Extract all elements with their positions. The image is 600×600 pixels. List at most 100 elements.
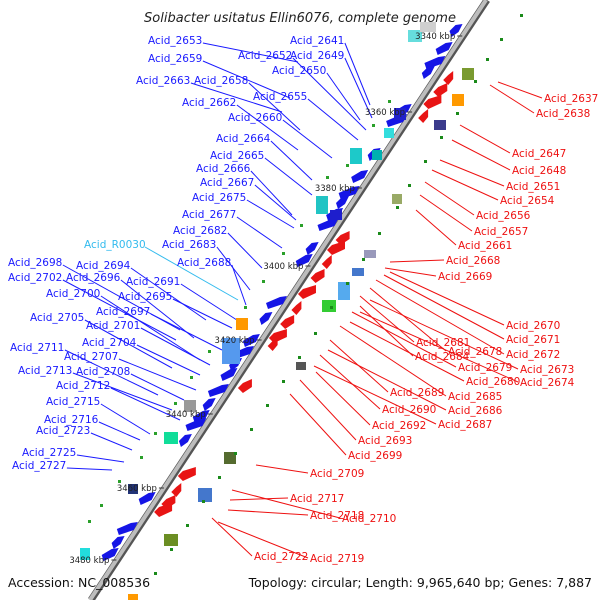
gene-label-acid_2704[interactable]: Acid_2704: [82, 337, 201, 376]
plus-gene-arrow[interactable]: [295, 254, 313, 267]
gene-label-acid_2662[interactable]: Acid_2662: [182, 97, 299, 151]
gene-label-acid_2712[interactable]: Acid_2712: [56, 380, 181, 421]
plus-gene-arrow[interactable]: [220, 368, 238, 381]
gene-label-acid_2708[interactable]: Acid_2708: [76, 366, 185, 401]
gene-label-acid_2664[interactable]: Acid_2664: [216, 133, 313, 181]
minus-gene-arrow[interactable]: [177, 467, 196, 481]
gene-label-acid_2725[interactable]: Acid_2725: [22, 447, 125, 463]
gene-label-acid_2673[interactable]: Acid_2673: [369, 299, 574, 376]
feature-block[interactable]: [434, 120, 446, 130]
plus-gene-arrow[interactable]: [424, 56, 446, 69]
plus-gene-arrow[interactable]: [351, 170, 369, 183]
gene-label-acid_2707[interactable]: Acid_2707: [64, 351, 197, 391]
feature-block[interactable]: [420, 22, 436, 32]
plus-gene-arrow[interactable]: [111, 536, 125, 549]
minus-gene-arrow[interactable]: [154, 503, 173, 517]
plus-gene-arrow[interactable]: [421, 66, 435, 79]
minus-gene-arrow[interactable]: [171, 483, 182, 497]
gene-label-acid_2718[interactable]: Acid_2718: [227, 509, 364, 522]
plus-gene-arrow[interactable]: [242, 334, 260, 347]
gene-label-acid_r0030[interactable]: Acid_R0030: [84, 239, 239, 301]
gene-label-acid_2691[interactable]: Acid_2691: [126, 276, 241, 323]
gene-label-acid_2710[interactable]: Acid_2710: [231, 489, 396, 525]
feature-block[interactable]: [408, 30, 422, 42]
feature-block[interactable]: [394, 108, 406, 120]
gene-label-acid_2655[interactable]: Acid_2655: [253, 91, 359, 141]
gene-label-acid_2685[interactable]: Acid_2685: [339, 325, 502, 403]
gene-label-acid_2705[interactable]: Acid_2705: [30, 312, 173, 369]
gene-label-acid_2656[interactable]: Acid_2656: [424, 181, 531, 222]
feature-block[interactable]: [392, 194, 402, 204]
gene-label-acid_2682[interactable]: Acid_2682: [173, 225, 263, 269]
minus-gene-arrow[interactable]: [237, 379, 252, 393]
feature-block[interactable]: [462, 68, 474, 80]
gene-label-acid_2695[interactable]: Acid_2695: [118, 291, 233, 329]
feature-block[interactable]: [80, 548, 90, 560]
feature-block[interactable]: [352, 268, 364, 276]
gene-label-acid_2659[interactable]: Acid_2659: [148, 53, 291, 99]
gene-label-acid_2690[interactable]: Acid_2690: [319, 354, 436, 416]
plus-gene-arrow[interactable]: [449, 24, 463, 37]
feature-block[interactable]: [184, 400, 196, 412]
plus-gene-arrow[interactable]: [192, 410, 210, 423]
gene-label-acid_2697[interactable]: Acid_2697: [96, 306, 223, 351]
gene-label-acid_2665[interactable]: Acid_2665: [210, 150, 313, 196]
gene-label-acid_2686[interactable]: Acid_2686: [327, 349, 503, 417]
minus-gene-arrow[interactable]: [418, 109, 429, 123]
gene-label-acid_2684[interactable]: Acid_2684: [359, 305, 470, 363]
gene-label-acid_2723[interactable]: Acid_2723: [36, 425, 133, 451]
gene-label-acid_2680[interactable]: Acid_2680: [349, 321, 520, 388]
minus-gene-arrow[interactable]: [291, 301, 302, 315]
feature-block[interactable]: [224, 452, 236, 464]
gene-label-acid_2709[interactable]: Acid_2709: [255, 464, 364, 480]
gene-label-acid_2727[interactable]: Acid_2727: [12, 460, 113, 472]
feature-block[interactable]: [384, 128, 394, 138]
gene-label-acid_2653[interactable]: Acid_2653: [148, 35, 299, 63]
feature-block[interactable]: [350, 148, 362, 164]
feature-block[interactable]: [236, 318, 248, 330]
plus-gene-arrow[interactable]: [338, 186, 360, 199]
gene-label-acid_2671[interactable]: Acid_2671: [383, 274, 560, 346]
gene-label-acid_2670[interactable]: Acid_2670: [389, 271, 560, 332]
gene-label-acid_2672[interactable]: Acid_2672: [375, 279, 560, 361]
feature-block[interactable]: [364, 250, 376, 258]
gene-label-acid_2711[interactable]: Acid_2711: [10, 342, 159, 396]
plus-gene-arrow[interactable]: [266, 296, 287, 309]
gene-label-acid_2713[interactable]: Acid_2713: [18, 365, 173, 411]
minus-gene-arrow[interactable]: [310, 269, 325, 283]
feature-block[interactable]: [372, 150, 382, 160]
gene-label-acid_2666[interactable]: Acid_2666: [196, 163, 293, 216]
gene-label-acid_2679[interactable]: Acid_2679: [351, 311, 512, 374]
gene-label-acid_2669[interactable]: Acid_2669: [384, 267, 492, 283]
minus-gene-arrow[interactable]: [267, 337, 278, 351]
plus-gene-arrow[interactable]: [185, 418, 207, 431]
gene-label-acid_2702[interactable]: Acid_2702: [8, 272, 177, 341]
minus-gene-arrow[interactable]: [327, 241, 345, 255]
gene-label-acid_2696[interactable]: Acid_2696: [66, 272, 195, 339]
gene-label-acid_2647[interactable]: Acid_2647: [459, 124, 566, 160]
gene-label-acid_2650[interactable]: Acid_2650: [272, 65, 361, 121]
minus-gene-arrow[interactable]: [433, 83, 448, 97]
gene-label-acid_2716[interactable]: Acid_2716: [44, 414, 141, 441]
gene-label-acid_2658[interactable]: Acid_2658: [194, 75, 301, 131]
gene-label-acid_2694[interactable]: Acid_2694: [76, 260, 207, 321]
feature-block[interactable]: [330, 210, 342, 220]
gene-label-acid_2722[interactable]: Acid_2722: [211, 517, 308, 563]
plus-gene-arrow[interactable]: [259, 312, 273, 325]
plus-gene-arrow[interactable]: [178, 434, 192, 447]
feature-block[interactable]: [338, 282, 350, 300]
gene-label-acid_2651[interactable]: Acid_2651: [439, 159, 560, 193]
minus-gene-arrow[interactable]: [280, 315, 295, 329]
plus-gene-arrow[interactable]: [435, 42, 453, 55]
feature-block[interactable]: [222, 338, 240, 364]
gene-label-acid_2638[interactable]: Acid_2638: [489, 84, 590, 120]
minus-gene-arrow[interactable]: [443, 71, 454, 85]
gene-label-acid_2681[interactable]: Acid_2681: [359, 295, 470, 349]
gene-label-acid_2717[interactable]: Acid_2717: [229, 493, 344, 505]
feature-block[interactable]: [322, 300, 336, 312]
feature-block[interactable]: [164, 432, 178, 444]
feature-block[interactable]: [296, 362, 306, 370]
plus-gene-arrow[interactable]: [336, 196, 349, 209]
gene-label-acid_2692[interactable]: Acid_2692: [315, 371, 426, 432]
gene-label-acid_2715[interactable]: Acid_2715: [46, 396, 151, 435]
